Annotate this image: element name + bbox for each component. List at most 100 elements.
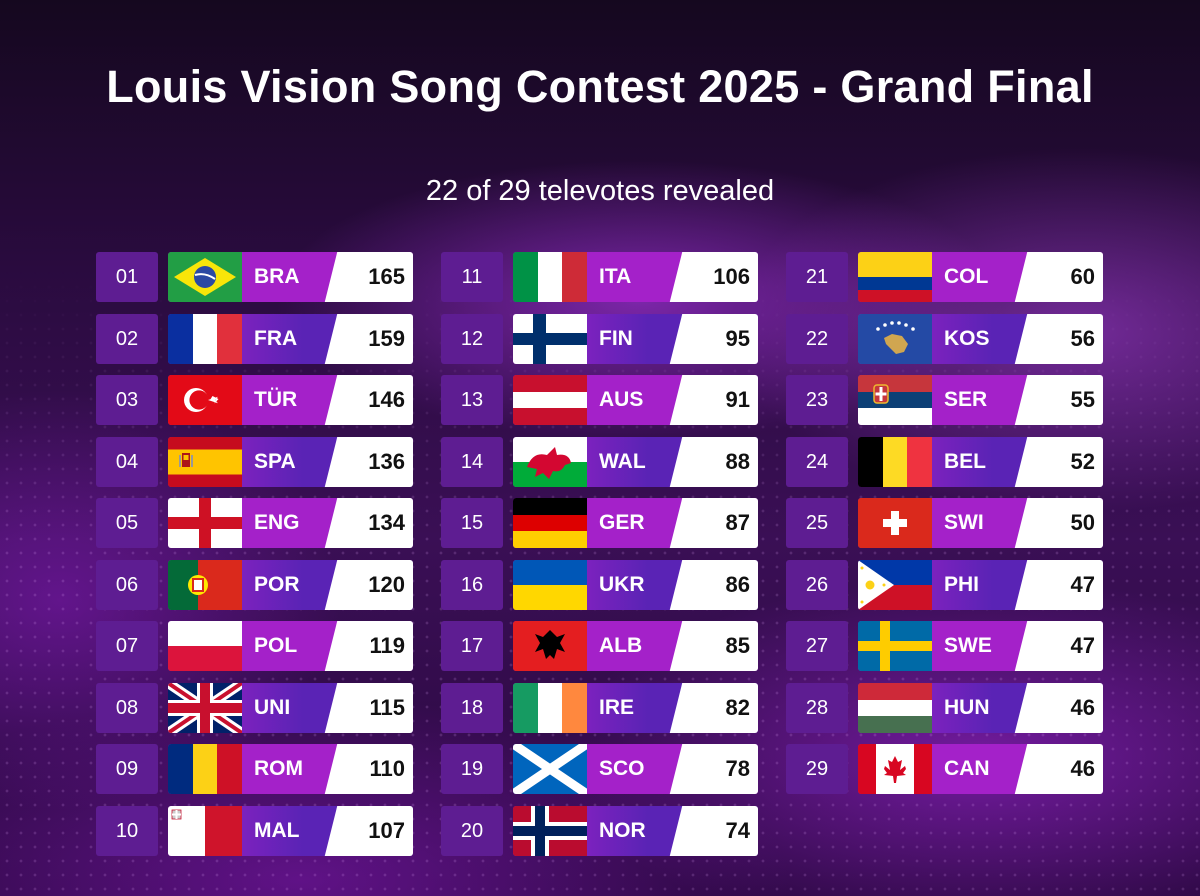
- rank-number: 11: [441, 252, 503, 302]
- points-text: 110: [369, 756, 406, 781]
- flag-sweden-icon: [858, 621, 932, 671]
- points-text: 106: [713, 264, 750, 289]
- points-value: 88: [688, 436, 758, 487]
- points-value: 47: [1033, 621, 1103, 671]
- points-value: 146: [343, 375, 413, 425]
- country-code: ITA: [599, 265, 632, 288]
- country-bar: GER 87: [513, 498, 758, 548]
- country-bar: HUN 46: [858, 682, 1103, 733]
- scoreboard-row: 01 BRA 165: [96, 252, 413, 302]
- country-bar: AUS 91: [513, 375, 758, 425]
- scoreboard-row: 03 TÜR 146: [96, 375, 413, 425]
- flag-ukraine-icon: [513, 559, 587, 610]
- points-text: 95: [725, 325, 750, 351]
- scoreboard-row: 07 POL 119: [96, 621, 413, 671]
- page-subtitle: 22 of 29 televotes revealed: [425, 175, 775, 207]
- points-value: 46: [1033, 744, 1103, 794]
- flag-austria-icon: [513, 375, 587, 425]
- country-code: SPA: [254, 449, 296, 473]
- points-text: 87: [725, 510, 750, 535]
- flag-united-kingdom-icon: [168, 682, 242, 733]
- points-text: 55: [1070, 387, 1095, 412]
- points-text: 82: [725, 694, 750, 720]
- flag-finland-icon: [513, 313, 587, 364]
- rank-number: 09: [96, 744, 158, 794]
- points-text: 60: [1070, 264, 1095, 289]
- points-text: 50: [1070, 510, 1095, 535]
- country-bar: UNI 115: [168, 682, 413, 733]
- flag-philippines-icon: [858, 559, 932, 610]
- country-bar: UKR 86: [513, 559, 758, 610]
- points-value: 47: [1033, 559, 1103, 610]
- country-code: BEL: [944, 449, 986, 473]
- country-code: CAN: [944, 757, 990, 780]
- flag-wales-icon: [513, 436, 587, 487]
- country-bar: ITA 106: [513, 252, 758, 302]
- country-bar: NOR 74: [513, 805, 758, 856]
- rank-number: 24: [786, 436, 848, 487]
- rank-number: 10: [96, 805, 158, 856]
- points-value: 50: [1033, 498, 1103, 548]
- rank-number: 26: [786, 559, 848, 610]
- country-code: COL: [944, 265, 989, 288]
- flag-belgium-icon: [858, 436, 932, 487]
- rank-number: 14: [441, 436, 503, 487]
- points-value: 60: [1033, 252, 1103, 302]
- rank-number: 23: [786, 375, 848, 425]
- points-value: 52: [1033, 436, 1103, 487]
- scoreboard-row: 19 SCO 78: [441, 744, 758, 794]
- country-code: MAL: [254, 818, 300, 842]
- flag-norway-icon: [513, 805, 587, 856]
- flag-scotland-icon: [513, 744, 587, 794]
- scoreboard-row: 06 POR 120: [96, 559, 413, 610]
- country-code: KOS: [944, 326, 990, 350]
- points-value: 159: [343, 313, 413, 364]
- country-bar: SWE 47: [858, 621, 1103, 671]
- flag-hungary-icon: [858, 682, 932, 733]
- country-code: SER: [944, 388, 988, 411]
- country-bar: WAL 88: [513, 436, 758, 487]
- flag-kosovo-icon: [858, 313, 932, 364]
- flag-canada-icon: [858, 744, 932, 794]
- country-bar: ROM 110: [168, 744, 413, 794]
- rank-number: 02: [96, 313, 158, 364]
- points-value: 134: [343, 498, 413, 548]
- scoreboard-row: 23 SER 55: [786, 375, 1103, 425]
- scoreboard-row: 09 ROM 110: [96, 744, 413, 794]
- points-text: 146: [368, 387, 405, 412]
- points-text: 91: [725, 387, 750, 412]
- flag-romania-icon: [168, 744, 242, 794]
- points-text: 115: [369, 694, 406, 720]
- country-bar: PHI 47: [858, 559, 1103, 610]
- points-text: 136: [368, 448, 405, 474]
- rank-number: 13: [441, 375, 503, 425]
- scoreboard-row: 10 MAL 107: [96, 805, 413, 856]
- flag-spain-icon: [168, 436, 242, 487]
- country-bar: SPA 136: [168, 436, 413, 487]
- scoreboard-row: 13 AUS 91: [441, 375, 758, 425]
- scoreboard-row: 21 COL 60: [786, 252, 1103, 302]
- points-text: 85: [725, 633, 750, 658]
- rank-number: 16: [441, 559, 503, 610]
- scoreboard-row: 18 IRE 82: [441, 682, 758, 733]
- points-text: 165: [368, 264, 405, 289]
- scoreboard-row: 08 UNI 115: [96, 682, 413, 733]
- points-value: 120: [343, 559, 413, 610]
- country-bar: SCO 78: [513, 744, 758, 794]
- scoreboard-row: 27 SWE 47: [786, 621, 1103, 671]
- country-code: SWI: [944, 511, 984, 534]
- rank-number: 17: [441, 621, 503, 671]
- points-text: 88: [725, 448, 750, 474]
- rank-number: 18: [441, 682, 503, 733]
- rank-number: 01: [96, 252, 158, 302]
- country-bar: SER 55: [858, 375, 1103, 425]
- country-code: UNI: [254, 695, 291, 719]
- country-code: WAL: [599, 449, 646, 473]
- rank-number: 27: [786, 621, 848, 671]
- rank-number: 22: [786, 313, 848, 364]
- flag-malta-icon: [168, 805, 242, 856]
- country-bar: COL 60: [858, 252, 1103, 302]
- scoreboard-row: 24 BEL 52: [786, 436, 1103, 487]
- flag-poland-icon: [168, 621, 242, 671]
- country-code: SWE: [944, 634, 992, 657]
